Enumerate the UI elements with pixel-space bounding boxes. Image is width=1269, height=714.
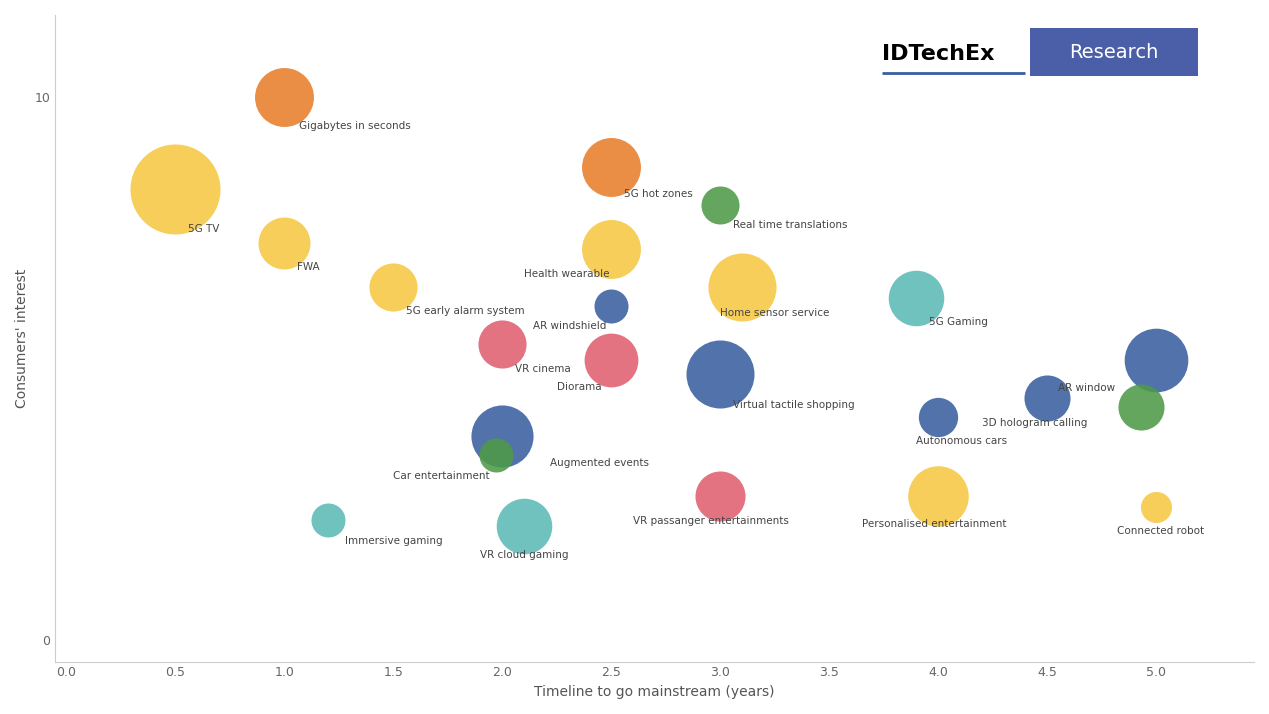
Point <box>928 411 948 423</box>
Text: Home sensor service: Home sensor service <box>720 308 830 318</box>
Text: Gigabytes in seconds: Gigabytes in seconds <box>299 121 411 131</box>
Y-axis label: Consumers' interest: Consumers' interest <box>15 268 29 408</box>
Point <box>602 161 622 173</box>
Point <box>274 238 294 249</box>
Text: Research: Research <box>1070 43 1159 61</box>
Point <box>602 300 622 311</box>
Text: Immersive gaming: Immersive gaming <box>345 536 443 545</box>
Text: 5G TV: 5G TV <box>188 224 220 234</box>
Text: Virtual tactile shopping: Virtual tactile shopping <box>733 400 855 410</box>
Point <box>709 199 730 211</box>
Point <box>317 515 338 526</box>
Point <box>1146 501 1166 513</box>
Text: IDTechEx: IDTechEx <box>882 44 995 64</box>
Point <box>732 281 753 293</box>
Text: VR cinema: VR cinema <box>515 364 571 374</box>
Text: 5G early alarm system: 5G early alarm system <box>406 306 525 316</box>
Point <box>709 368 730 379</box>
Text: Augmented events: Augmented events <box>549 458 648 468</box>
Text: FWA: FWA <box>297 262 320 272</box>
Text: Autonomous cars: Autonomous cars <box>916 436 1008 446</box>
Point <box>1131 401 1151 413</box>
Text: AR window: AR window <box>1058 383 1115 393</box>
Point <box>492 431 513 442</box>
Text: 5G hot zones: 5G hot zones <box>624 189 693 199</box>
Point <box>906 292 926 303</box>
Text: Connected robot: Connected robot <box>1117 526 1204 536</box>
X-axis label: Timeline to go mainstream (years): Timeline to go mainstream (years) <box>534 685 775 699</box>
Text: Personalised entertainment: Personalised entertainment <box>862 519 1006 529</box>
Text: Health wearable: Health wearable <box>524 269 609 279</box>
Text: Diorama: Diorama <box>557 382 602 392</box>
Point <box>492 338 513 349</box>
Point <box>274 91 294 102</box>
Text: 3D hologram calling: 3D hologram calling <box>981 418 1088 428</box>
Text: VR cloud gaming: VR cloud gaming <box>480 550 569 560</box>
Text: Car entertainment: Car entertainment <box>393 471 490 481</box>
Point <box>1146 354 1166 366</box>
Point <box>514 520 534 531</box>
Point <box>709 490 730 501</box>
Text: Real time translations: Real time translations <box>733 221 848 231</box>
Text: VR passanger entertainments: VR passanger entertainments <box>633 516 789 526</box>
Point <box>602 354 622 366</box>
Point <box>602 243 622 254</box>
Point <box>165 183 185 195</box>
Point <box>383 281 404 293</box>
Point <box>486 449 506 461</box>
Text: AR windshield: AR windshield <box>533 321 607 331</box>
Text: 5G Gaming: 5G Gaming <box>929 316 989 326</box>
Point <box>928 490 948 501</box>
Point <box>1037 393 1057 404</box>
